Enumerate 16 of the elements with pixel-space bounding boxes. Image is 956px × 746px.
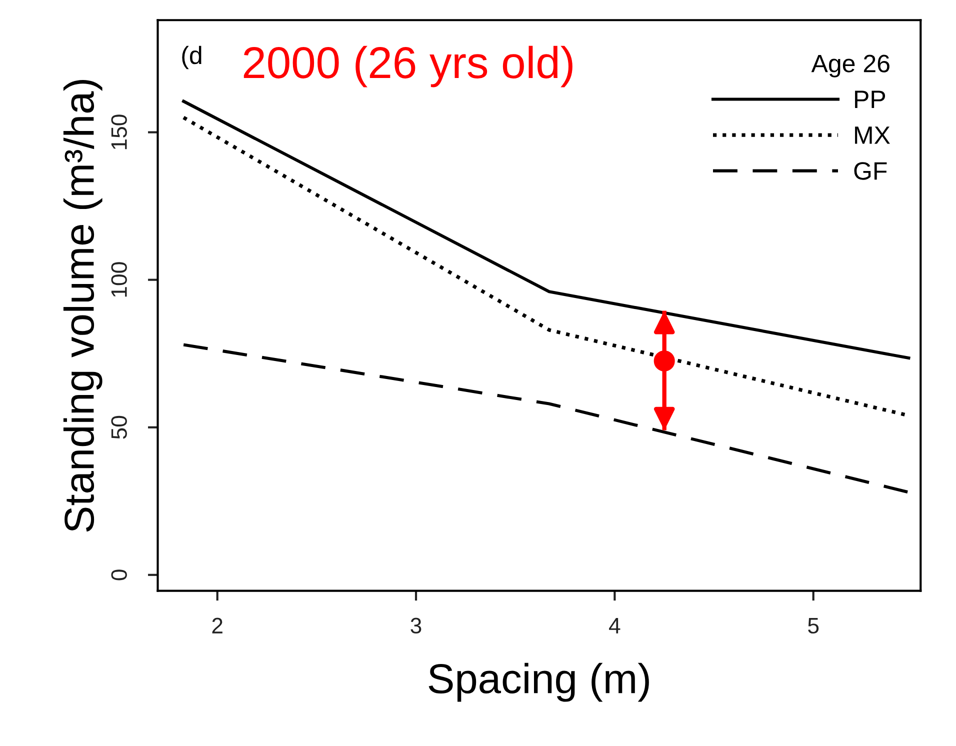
y-tick-label: 50 — [111, 416, 127, 439]
y-tick-label: 0 — [111, 570, 127, 580]
legend-title: Age 26 — [811, 54, 890, 78]
y-tick-label: 100 — [111, 262, 127, 297]
y-axis-title: Standing volume (m³/ha) — [63, 80, 102, 532]
x-tick-label: 4 — [609, 618, 620, 634]
y-tick-label: 150 — [111, 114, 127, 150]
x-tick-label: 5 — [808, 618, 819, 634]
text: 2000 (26 yrs old) — [244, 46, 572, 88]
annotation: (d — [182, 46, 202, 70]
legend-label: GF — [854, 162, 887, 180]
legend-label: PP — [855, 90, 886, 108]
x-tick-label: 2 — [212, 618, 222, 634]
x-tick-label: 3 — [410, 618, 422, 634]
legend-label: MX — [855, 126, 890, 144]
x-axis-title: Spacing (m) — [428, 662, 649, 702]
